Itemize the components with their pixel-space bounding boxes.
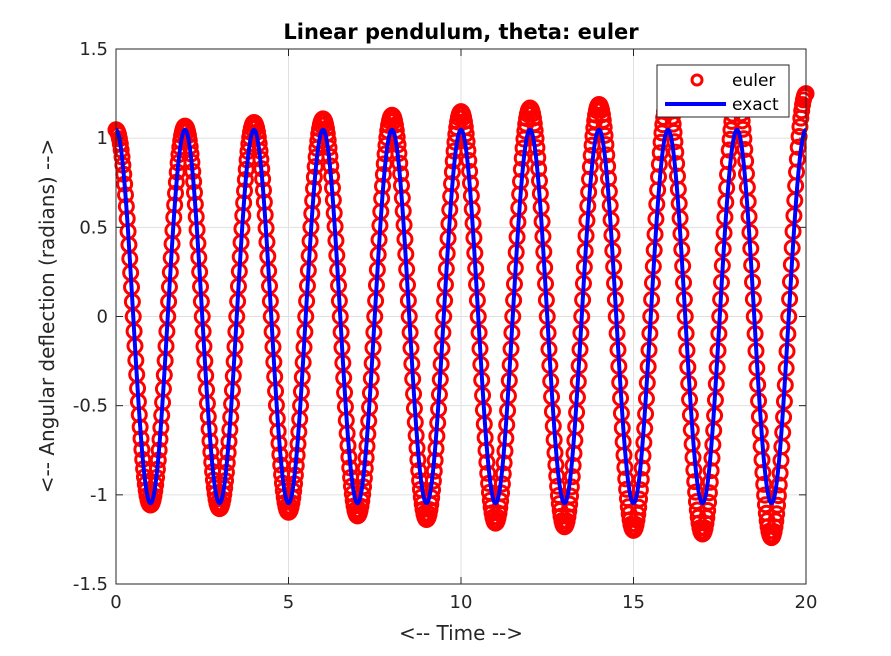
- euler-point: [630, 498, 648, 516]
- series-layer: [107, 85, 815, 547]
- ticks: [115, 48, 807, 585]
- y-tick-label: 0: [97, 307, 108, 328]
- tick-labels: 0 5 10 15 20 1.5 1 0.5 0 -0.5 -1 -1.5: [73, 39, 818, 613]
- chart-title: Linear pendulum, theta: euler: [283, 20, 639, 44]
- legend-euler-label: euler: [732, 71, 775, 91]
- legend-box: [656, 64, 790, 118]
- y-tick-label: 0.5: [79, 217, 108, 238]
- euler-point: [767, 512, 785, 530]
- y-axis-label: <-- Angular deflection (radians) -->: [35, 139, 59, 493]
- euler-point: [789, 138, 807, 156]
- y-tick-label: 1: [97, 128, 108, 149]
- euler-point: [698, 509, 716, 527]
- euler-point: [699, 502, 717, 520]
- x-axis-label: <-- Time -->: [399, 621, 523, 645]
- euler-point: [769, 487, 787, 505]
- y-tick-label: -1.5: [73, 574, 108, 595]
- legend-exact-label: exact: [732, 95, 779, 115]
- x-tick-label: 15: [622, 592, 645, 613]
- euler-point: [769, 496, 787, 514]
- y-tick-label: 1.5: [79, 39, 108, 60]
- euler-point: [768, 505, 786, 523]
- legend-euler-marker: [690, 73, 704, 87]
- legend: euler exact: [656, 64, 790, 118]
- x-tick-label: 5: [283, 592, 294, 613]
- euler-point: [700, 484, 718, 502]
- euler-point: [595, 118, 613, 136]
- y-tick-label: -0.5: [73, 396, 108, 417]
- euler-point: [791, 118, 809, 136]
- y-tick-label: -1: [90, 485, 108, 506]
- x-tick-label: 20: [795, 592, 818, 613]
- series-exact-line: [114, 127, 808, 506]
- euler-point: [735, 130, 753, 148]
- x-tick-label: 0: [110, 592, 121, 613]
- x-tick-label: 10: [450, 592, 473, 613]
